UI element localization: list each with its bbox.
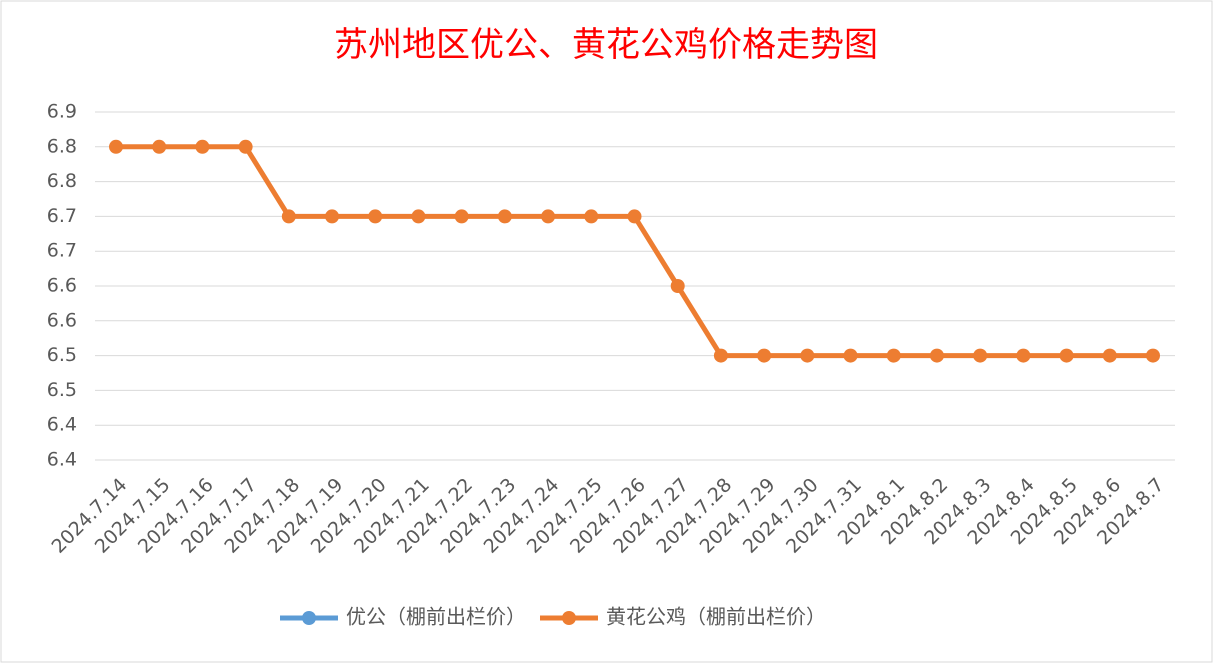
- legend-swatch-marker: [562, 611, 576, 625]
- y-tick-label: 6.7: [47, 240, 77, 262]
- data-point: [973, 348, 988, 363]
- legend-label: 优公（棚前出栏价）: [346, 605, 526, 629]
- data-point: [325, 209, 340, 224]
- data-point: [1102, 348, 1117, 363]
- y-tick-label: 6.5: [47, 344, 77, 366]
- data-point: [411, 209, 426, 224]
- y-tick-label: 6.4: [47, 449, 77, 471]
- y-tick-label: 6.6: [47, 309, 77, 331]
- data-point: [1146, 348, 1160, 363]
- data-point: [843, 348, 858, 363]
- chart-title: 苏州地区优公、黄花公鸡价格走势图: [334, 25, 878, 65]
- y-tick-label: 6.8: [47, 135, 77, 157]
- data-point: [368, 209, 383, 224]
- y-tick-label: 6.7: [47, 205, 77, 227]
- legend-label: 黄花公鸡（棚前出栏价）: [606, 605, 826, 629]
- data-point: [195, 139, 210, 154]
- data-point: [800, 348, 815, 363]
- data-point: [497, 209, 512, 224]
- y-tick-label: 6.8: [47, 170, 77, 192]
- data-point: [281, 209, 296, 224]
- data-point: [1059, 348, 1074, 363]
- data-point: [670, 279, 685, 293]
- data-point: [1016, 348, 1031, 363]
- data-point: [929, 348, 944, 363]
- data-point: [713, 348, 728, 363]
- y-tick-label: 6.9: [47, 101, 77, 123]
- data-point: [152, 139, 167, 154]
- y-tick-label: 6.6: [47, 275, 77, 297]
- data-point: [454, 209, 469, 224]
- data-point: [886, 348, 901, 363]
- legend-swatch-marker: [302, 611, 316, 625]
- y-tick-label: 6.4: [47, 414, 77, 436]
- data-point: [757, 348, 772, 363]
- data-point: [627, 209, 642, 224]
- y-tick-label: 6.5: [47, 379, 77, 401]
- data-point: [109, 139, 123, 154]
- data-point: [541, 209, 556, 224]
- data-point: [584, 209, 599, 224]
- data-point: [238, 139, 253, 154]
